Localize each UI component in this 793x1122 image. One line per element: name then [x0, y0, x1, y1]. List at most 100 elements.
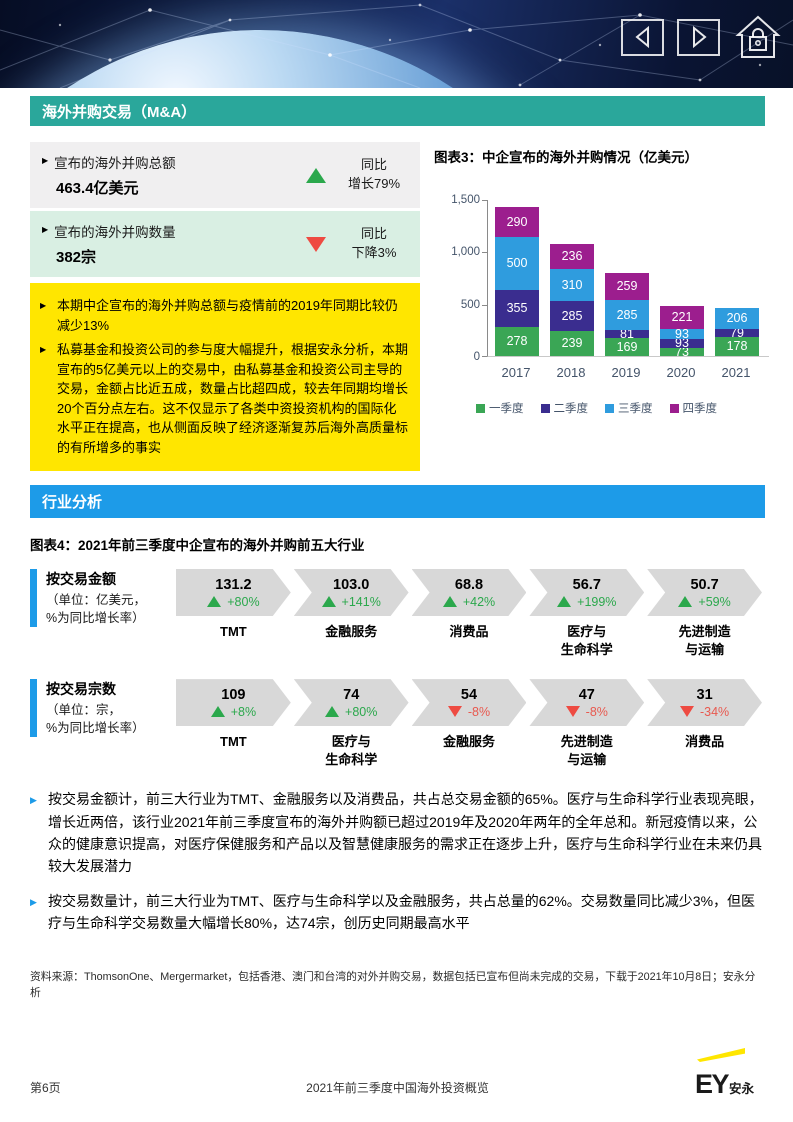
- bar-segment: 79: [715, 327, 759, 339]
- chart-title: 图表3：中企宣布的海外并购情况（亿美元）: [434, 150, 699, 165]
- ma-stats-column: ▶ 宣布的海外并购总额 463.4亿美元 同比 增长79% ▶: [30, 142, 420, 471]
- flow-row-by-count: 按交易宗数 （单位：宗， %为同比增长率） 109 +8% TMT 74 +80% 医疗与…: [30, 679, 765, 768]
- bar-segment: 290: [495, 207, 539, 238]
- flow-row-label: 按交易宗数 （单位：宗， %为同比增长率）: [30, 679, 176, 738]
- stacked-bar-chart: 278 355 500 290 239 285 310 236 169 81 285 259 73 93 9…: [434, 194, 769, 432]
- right-arrow-icon: [692, 26, 707, 48]
- bar-value-label: 278: [506, 334, 528, 349]
- bar-column: 278 355 500 290: [495, 207, 539, 356]
- industry-flow-step: 56.7 +199% 医疗与 生命科学: [529, 569, 644, 658]
- bar-column: 73 93 93 221: [660, 305, 704, 358]
- bar-column: 239 285 310 236: [550, 244, 594, 356]
- section-title: 海外并购交易（M&A）: [42, 103, 197, 121]
- industry-flow-step: 103.0 +141% 金融服务: [294, 569, 409, 658]
- legend-item: 二季度: [540, 400, 589, 416]
- section-title: 行业分析: [42, 494, 103, 511]
- change-percent: +59%: [698, 594, 731, 609]
- yoy-change-row: +80%: [325, 705, 377, 719]
- y-axis-tick-label: 500: [460, 298, 480, 311]
- chevron-shape: 68.8 +42%: [412, 569, 527, 616]
- bar-value-label: 285: [616, 307, 638, 322]
- legend-label: 二季度: [553, 403, 589, 415]
- bullet-text: 按交易数量计，前三大行业为TMT、医疗与生命科学以及金融服务，共占总量的62%。…: [48, 892, 756, 932]
- bar-value-label: 178: [726, 339, 748, 354]
- bar-value-label: 93: [675, 326, 689, 341]
- industry-flow-step: 54 -8% 金融服务: [412, 679, 527, 768]
- up-triangle-icon: [557, 596, 571, 607]
- change-percent: +199%: [577, 594, 617, 609]
- bullet-item: ▶ 按交易金额计，前三大行业为TMT、金融服务以及消费品，共占总交易金额的65%…: [30, 788, 765, 878]
- deal-value: 50.7: [690, 576, 719, 593]
- bar-segment: 310: [550, 268, 594, 302]
- bar-value-label: 206: [726, 311, 748, 326]
- bar-segment: 285: [550, 301, 594, 331]
- bar-value-label: 239: [561, 336, 583, 351]
- flow-row-by-value: 按交易金额 （单位：亿美元， %为同比增长率） 131.2 +80% TMT 103.…: [30, 569, 765, 658]
- document-title: 2021年前三季度中国海外投资概览: [306, 1081, 489, 1095]
- change-percent: +42%: [462, 594, 496, 609]
- bar-segment: 206: [715, 307, 759, 330]
- home-button[interactable]: [733, 15, 783, 59]
- ey-yellow-beam-icon: [697, 1048, 745, 1062]
- home-lock-icon: [735, 15, 781, 58]
- up-triangle-icon: [325, 706, 339, 717]
- yoy-change-row: +141%: [322, 595, 381, 609]
- chevron-shape: 103.0 +141%: [294, 569, 409, 616]
- legend-swatch-icon: [540, 403, 550, 413]
- bar-value-label: 310: [561, 277, 583, 292]
- highlight-text: 本期中企宣布的海外并购总额与疫情前的2019年同期比较仍减少13%: [57, 298, 398, 333]
- industry-flow-step: 131.2 +80% TMT: [176, 569, 291, 658]
- deal-value: 68.8: [454, 576, 484, 593]
- legend-swatch-icon: [476, 403, 485, 413]
- bar-segment: 500: [495, 237, 539, 290]
- page-number: 第6页: [30, 1081, 61, 1095]
- legend-label: 三季度: [618, 403, 653, 415]
- bar-segment: 93: [660, 337, 704, 349]
- change-percent: +80%: [345, 704, 378, 719]
- industry-label: 医疗与 生命科学: [560, 624, 613, 657]
- section-header-industry: 行业分析: [30, 485, 765, 518]
- ey-logo-suffix: 安永: [729, 1082, 755, 1096]
- bar-value-label: 500: [506, 256, 528, 271]
- industry-label: 金融服务: [442, 734, 495, 750]
- bar-segment: 285: [605, 300, 649, 330]
- deal-value: 31: [696, 686, 713, 703]
- industry-flow-step: 47 -8% 先进制造 与运输: [529, 679, 644, 768]
- bullet-item: ▶ 按交易数量计，前三大行业为TMT、医疗与生命科学以及金融服务，共占总量的62…: [30, 890, 765, 935]
- up-triangle-icon: [322, 596, 336, 607]
- yoy-change-row: -34%: [680, 705, 729, 719]
- y-axis-tick-mark: [482, 304, 487, 306]
- bar-value-label: 290: [506, 215, 528, 229]
- highlight-item: ▶ 本期中企宣布的海外并购总额与疫情前的2019年同期比较仍减少13%: [40, 296, 408, 335]
- chevron-strip: 131.2 +80% TMT 103.0 +141% 金融服务 68.8 +42% 消费品 56.…: [176, 569, 765, 658]
- chevron-shape: 50.7 +59%: [647, 569, 762, 616]
- highlight-box: ▶ 本期中企宣布的海外并购总额与疫情前的2019年同期比较仍减少13% ▶ 私募…: [30, 283, 420, 471]
- previous-page-button[interactable]: [621, 18, 664, 56]
- next-page-button[interactable]: [677, 18, 720, 56]
- industry-flow-step: 109 +8% TMT: [176, 679, 291, 768]
- bar-segment: 93: [660, 326, 704, 341]
- deal-value: 131.2: [215, 576, 252, 593]
- yoy-change-row: +80%: [207, 595, 259, 609]
- page-content: 海外并购交易（M&A） ▶ 宣布的海外并购总额 463.4亿美元 同比 增长79…: [0, 96, 793, 1001]
- yoy-change-row: +8%: [211, 705, 256, 719]
- down-triangle-icon: [448, 706, 462, 717]
- flow-row-title: 按交易金额: [46, 571, 116, 587]
- yoy-change-row: +42%: [443, 595, 495, 609]
- yoy-change-row: +59%: [678, 595, 730, 609]
- stat-value: 382宗: [56, 249, 97, 266]
- yoy-change-row: +199%: [557, 595, 616, 609]
- bar-value-label: 259: [616, 279, 638, 294]
- y-axis-tick-label: 0: [473, 351, 480, 363]
- bar-segment: 178: [715, 337, 759, 356]
- ey-logo-text: EY: [695, 1069, 730, 1099]
- flow-row-note: （单位：宗， %为同比增长率）: [46, 703, 145, 735]
- stat-total-value: ▶ 宣布的海外并购总额 463.4亿美元 同比 增长79%: [30, 142, 420, 208]
- page-footer: 第6页 2021年前三季度中国海外投资概览 EY 安永: [30, 1048, 765, 1098]
- up-triangle-icon: [678, 596, 692, 607]
- chart-legend: 一季度 二季度 三季度 四季度: [476, 400, 717, 416]
- deal-value: 56.7: [572, 576, 601, 593]
- deal-value: 47: [578, 686, 595, 703]
- change-percent: +8%: [230, 704, 257, 719]
